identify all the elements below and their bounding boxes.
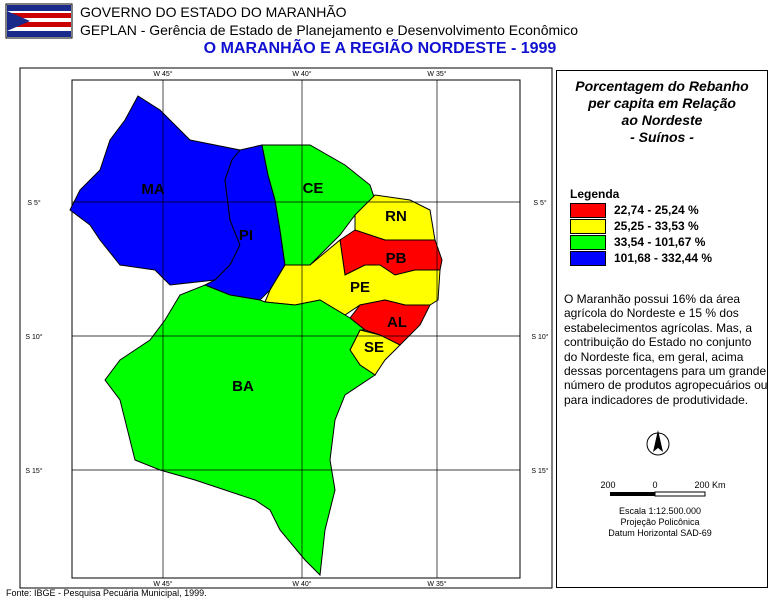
scale-label: 0 bbox=[652, 480, 658, 490]
state bbox=[349, 299, 431, 346]
panel-title: - Suínos - bbox=[630, 129, 694, 145]
projection: Projeção Policônica bbox=[620, 517, 700, 527]
north-arrow bbox=[646, 430, 670, 456]
map-title: O MARANHÃO E A REGIÃO NORDESTE - 1999 bbox=[203, 40, 557, 57]
longitude-label: W 35° bbox=[427, 580, 446, 588]
longitude-label: W 40° bbox=[292, 580, 311, 588]
state-label: RN bbox=[385, 208, 407, 225]
latitude-label: S 10° bbox=[531, 333, 548, 341]
latitude-label: S 15° bbox=[531, 467, 548, 475]
info-panel bbox=[556, 70, 768, 588]
source: Fonte: IBGE - Pesquisa Pecuária Municipa… bbox=[6, 588, 207, 598]
state-label: PI bbox=[239, 227, 253, 244]
legend-swatch bbox=[570, 251, 606, 267]
state-label: PE bbox=[350, 279, 370, 296]
longitude-label: W 40° bbox=[292, 70, 311, 78]
legend-swatch bbox=[570, 235, 606, 251]
scale-label: 200 bbox=[600, 480, 616, 490]
legend-swatch bbox=[570, 219, 606, 235]
legend-label: 22,74 - 25,24 % bbox=[614, 203, 699, 217]
state bbox=[261, 144, 376, 266]
longitude-label: W 45° bbox=[153, 70, 172, 78]
state-label: BA bbox=[232, 378, 254, 395]
legend-item: 101,68 - 332,44 % bbox=[570, 251, 713, 267]
map-inner-frame bbox=[71, 79, 521, 579]
latitude-label: S 10° bbox=[25, 333, 42, 341]
dept-name: GEPLAN - Gerência de Estado de Planejame… bbox=[80, 22, 579, 38]
panel-title: per capita em Relação bbox=[588, 95, 736, 111]
legend-label: 33,54 - 101,67 % bbox=[614, 235, 706, 249]
state bbox=[104, 284, 376, 577]
state-label: AL bbox=[387, 314, 407, 331]
panel-text: O Maranhão possui 16% da área agrícola d… bbox=[564, 292, 768, 407]
longitude-label: W 45° bbox=[153, 580, 172, 588]
panel-title: Porcentagem do Rebanho bbox=[575, 78, 749, 94]
legend-label: 25,25 - 33,53 % bbox=[614, 219, 699, 233]
logo bbox=[5, 3, 73, 39]
scale-label: 200 Km bbox=[694, 480, 726, 490]
legend-item: 25,25 - 33,53 % bbox=[570, 219, 699, 235]
legend-title: Legenda bbox=[570, 187, 620, 201]
panel-title: ao Nordeste bbox=[621, 112, 703, 128]
state-label: SE bbox=[364, 339, 384, 356]
org-name: GOVERNO DO ESTADO DO MARANHÃO bbox=[80, 4, 347, 20]
state-label: MA bbox=[141, 181, 164, 198]
scale-bar bbox=[610, 491, 706, 497]
state-label: PB bbox=[386, 250, 407, 267]
latitude-label: S 5° bbox=[27, 199, 41, 207]
map-frame bbox=[19, 67, 553, 589]
legend-label: 101,68 - 332,44 % bbox=[614, 251, 713, 265]
scale-text: Escala 1:12.500.000 bbox=[618, 506, 702, 516]
legend-item: 22,74 - 25,24 % bbox=[570, 203, 699, 219]
latitude-label: S 15° bbox=[25, 467, 42, 475]
latitude-label: S 5° bbox=[533, 199, 547, 207]
state-label: CE bbox=[303, 180, 324, 197]
longitude-label: W 35° bbox=[427, 70, 446, 78]
legend-item: 33,54 - 101,67 % bbox=[570, 235, 706, 251]
legend-swatch bbox=[570, 203, 606, 219]
datum: Datum Horizontal SAD-69 bbox=[608, 528, 712, 538]
